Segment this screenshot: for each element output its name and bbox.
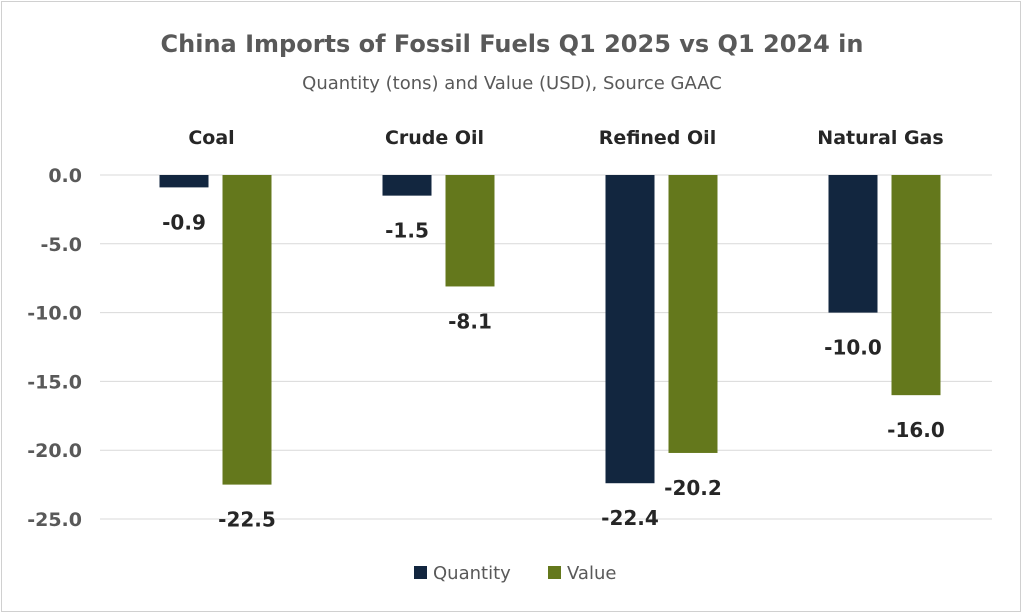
legend: Quantity Value bbox=[414, 563, 616, 584]
y-axis-ticks: 0.0 -5.0 -10.0 -15.0 -20.0 -25.0 bbox=[27, 165, 82, 531]
chart-title: China Imports of Fossil Fuels Q1 2025 vs… bbox=[161, 30, 864, 58]
chart-subtitle: Quantity (tons) and Value (USD), Source … bbox=[302, 73, 722, 94]
category-label: Crude Oil bbox=[385, 127, 484, 149]
bars bbox=[159, 175, 941, 485]
data-label: -8.1 bbox=[448, 309, 492, 333]
y-tick-label: -15.0 bbox=[27, 371, 82, 393]
data-label: -22.4 bbox=[601, 506, 659, 530]
legend-label: Quantity bbox=[433, 563, 511, 584]
data-label: -1.5 bbox=[385, 219, 429, 243]
category-label: Refined Oil bbox=[599, 127, 716, 149]
y-tick-label: 0.0 bbox=[48, 165, 82, 187]
bar-quantity bbox=[159, 175, 209, 188]
bar-quantity bbox=[382, 175, 432, 196]
bar-quantity bbox=[605, 175, 655, 484]
y-tick-label: -20.0 bbox=[27, 440, 82, 462]
legend-swatch bbox=[548, 566, 561, 579]
y-tick-label: -25.0 bbox=[27, 509, 82, 531]
category-label: Natural Gas bbox=[817, 127, 943, 149]
category-label: Coal bbox=[188, 127, 234, 149]
bar-value bbox=[891, 175, 941, 396]
data-labels: -0.9 -22.5 -1.5 -8.1 -22.4-20.2 -10.0 -16.0 bbox=[162, 210, 945, 531]
y-tick-label: -10.0 bbox=[27, 303, 82, 325]
bar-quantity bbox=[828, 175, 878, 313]
legend-label: Value bbox=[567, 563, 616, 584]
bar-value bbox=[445, 175, 495, 287]
data-label: -10.0 bbox=[824, 336, 882, 360]
data-label: -0.9 bbox=[162, 210, 206, 234]
y-tick-label: -5.0 bbox=[40, 234, 82, 256]
bar-value bbox=[222, 175, 272, 485]
bar-value bbox=[668, 175, 718, 453]
data-label: -22.5 bbox=[218, 508, 276, 532]
data-label: -20.2 bbox=[664, 476, 722, 500]
category-labels: Coal Crude Oil Refined Oil Natural Gas bbox=[188, 127, 943, 149]
data-label: -16.0 bbox=[887, 418, 945, 442]
legend-swatch bbox=[414, 566, 427, 579]
